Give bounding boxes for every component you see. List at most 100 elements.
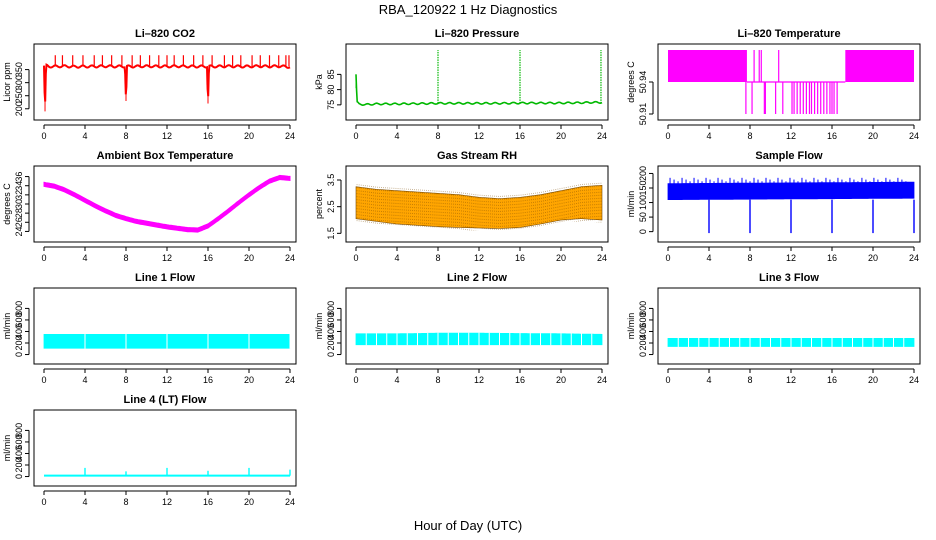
y-tick-label: 600 [14,434,24,449]
panel-title: Li–820 Temperature [737,28,840,40]
chart-panel-8: Line 2 Flow ml/min 0 4 8 12 16 20 24 0 20040060080… [314,272,609,385]
y-tick-label: 0 [14,474,24,479]
x-tick-label: 0 [353,253,358,263]
level-band [845,50,914,82]
y-tick-label: 0 [638,229,648,234]
chart-panel-10: Line 4 (LT) Flow ml/min 0 4 8 12 16 20 24 0 200400… [2,394,297,507]
x-tick-label: 20 [244,131,254,141]
y-tick-label: 400 [638,324,648,339]
y-tick-label: 36 [14,172,24,182]
x-tick-label: 16 [203,497,213,507]
plot-area [667,177,915,234]
series-band [43,174,291,233]
x-tick-label: 12 [786,253,796,263]
x-tick-label: 24 [909,253,919,263]
y-tick-label: 150 [638,180,648,195]
x-tick-label: 0 [41,253,46,263]
plot-frame [33,287,297,365]
y-tick-label: 80 [326,85,336,95]
y-tick-label: 32 [14,190,24,200]
y-tick-label: 200 [14,101,24,116]
plot-area [44,467,291,477]
y-tick-label: 0 [638,352,648,357]
panel-title: Gas Stream RH [437,150,517,162]
x-tick-label: 8 [123,497,128,507]
plot-area [667,337,915,348]
panel-title: Line 4 (LT) Flow [124,394,207,406]
chart-panel-4: Ambient Box Temperature degrees C 0 4 8 12 16 2… [2,150,297,263]
x-tick-label: 12 [474,253,484,263]
plot-area [43,55,291,112]
y-tick-label: 2.5 [326,200,336,213]
x-tick-label: 16 [827,131,837,141]
chart-panel-5: Gas Stream RH percent 0 4 8 12 16 20 24 1.5 2.5 3.5 [314,150,609,263]
x-tick-label: 8 [435,131,440,141]
panel-title: Line 3 Flow [759,272,819,284]
y-tick-label: 200 [638,166,648,181]
x-tick-label: 20 [868,131,878,141]
y-tick-label: 400 [14,324,24,339]
y-tick-label: 200 [326,335,336,350]
x-tick-label: 12 [474,375,484,385]
x-tick-label: 4 [394,253,399,263]
y-tick-label: 800 [14,423,24,438]
figure-x-axis-label: Hour of Day (UTC) [413,518,523,533]
x-tick-label: 24 [597,375,607,385]
x-tick-label: 0 [41,131,46,141]
y-tick-label: 85 [326,69,336,79]
x-tick-label: 20 [868,253,878,263]
y-tick-label: 30 [14,199,24,209]
plot-area [668,50,914,114]
y-tick-label: 800 [638,301,648,316]
x-tick-label: 12 [162,131,172,141]
y-tick-label: 0 [326,352,336,357]
x-tick-label: 20 [556,131,566,141]
x-tick-label: 4 [394,131,399,141]
x-tick-label: 0 [665,131,670,141]
y-tick-label: 0 [14,352,24,357]
x-tick-label: 0 [41,497,46,507]
y-tick-label: 75 [326,100,336,110]
x-tick-label: 0 [41,375,46,385]
y-tick-label: 800 [326,301,336,316]
x-tick-label: 8 [747,253,752,263]
y-tick-label: 100 [638,195,648,210]
x-tick-label: 8 [435,375,440,385]
y-axis-label: ml/min [626,313,636,340]
y-tick-label: 28 [14,208,24,218]
plot-area [355,332,603,346]
x-tick-label: 12 [786,375,796,385]
x-tick-label: 12 [162,497,172,507]
y-tick-label: 24 [14,226,24,236]
y-axis-label: degrees C [2,183,12,225]
series-band [355,184,603,229]
x-tick-label: 0 [665,253,670,263]
x-tick-label: 0 [353,131,358,141]
y-tick-label: 350 [14,62,24,77]
x-tick-label: 24 [909,131,919,141]
x-tick-label: 16 [515,131,525,141]
x-tick-label: 4 [706,253,711,263]
x-tick-label: 8 [123,375,128,385]
x-tick-label: 4 [82,497,87,507]
x-tick-label: 4 [82,253,87,263]
x-tick-label: 8 [123,131,128,141]
y-tick-label: 400 [14,446,24,461]
y-tick-label: 600 [14,312,24,327]
x-tick-label: 24 [285,497,295,507]
y-tick-label: 3.5 [326,174,336,187]
plot-frame [33,43,297,121]
plot-frame [345,165,609,243]
plot-area [355,50,603,107]
y-tick-label: 50.91 [638,103,648,126]
chart-panel-9: Line 3 Flow ml/min 0 4 8 12 16 20 24 0 20040060080… [626,272,921,385]
x-tick-label: 4 [706,131,711,141]
x-tick-label: 20 [244,375,254,385]
y-tick-label: 300 [14,75,24,90]
x-tick-label: 4 [706,375,711,385]
x-tick-label: 20 [556,375,566,385]
plot-area [43,333,291,349]
y-tick-label: 250 [14,88,24,103]
plot-area [355,182,603,232]
panel-title: Line 2 Flow [447,272,507,284]
